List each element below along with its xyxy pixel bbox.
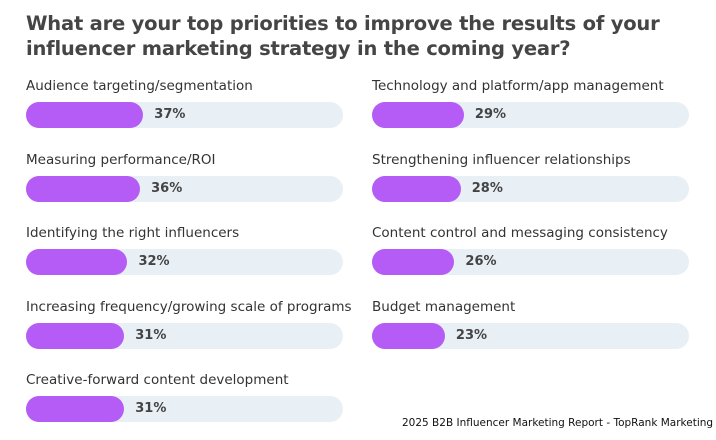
data-label: 36% (151, 180, 183, 196)
bar-track: 31% (26, 396, 343, 422)
bar-track: 31% (26, 322, 343, 349)
bar-track: 23% (372, 322, 689, 349)
bar-item: Increasing frequency/growing scale of pr… (26, 299, 352, 359)
data-label: 23% (455, 327, 488, 343)
bar-item: Audience targeting/segmentation 37% (26, 78, 343, 138)
bar (26, 249, 128, 275)
bar-item: Creative-forward content development 31% (26, 372, 343, 432)
bar (26, 322, 125, 349)
bar (26, 102, 144, 128)
bar-track: 29% (372, 102, 689, 128)
bar-item: Budget management 23% (372, 299, 689, 359)
bar (26, 396, 125, 422)
bar-track: 32% (26, 249, 343, 275)
bar-track: 36% (26, 175, 343, 202)
data-label: 31% (135, 327, 167, 343)
category-label: Budget management (372, 298, 516, 315)
bar-item: Content control and messaging consistenc… (372, 225, 689, 285)
data-label: 26% (465, 254, 497, 269)
bar-track: 28% (372, 175, 689, 202)
bar (372, 102, 464, 128)
category-label: Increasing frequency/growing scale of pr… (26, 298, 352, 315)
bar-track: 26% (372, 249, 689, 275)
category-label: Creative-forward content development (26, 372, 289, 388)
bar-item: Strengthening influencer relationships 2… (372, 152, 689, 212)
bar-item: Measuring performance/ROI 36% (26, 152, 343, 212)
source-caption: 2025 B2B Influencer Marketing Report - T… (402, 417, 714, 429)
bar (372, 175, 461, 202)
data-label: 28% (471, 180, 503, 196)
bar (26, 175, 141, 202)
data-label: 37% (154, 107, 186, 122)
data-label: 29% (474, 107, 507, 122)
bar-track: 37% (26, 102, 343, 128)
category-label: Strengthening influencer relationships (372, 151, 631, 168)
bar (372, 322, 445, 349)
data-label: 32% (138, 254, 170, 269)
chart-title: What are your top priorities to improve … (26, 12, 660, 60)
bar-item: Technology and platform/app management 2… (372, 78, 689, 138)
data-label: 31% (135, 401, 167, 416)
category-label: Measuring performance/ROI (26, 151, 216, 168)
category-label: Audience targeting/segmentation (26, 78, 253, 94)
bar (372, 249, 455, 275)
category-label: Identifying the right influencers (26, 225, 240, 241)
category-label: Content control and messaging consistenc… (372, 225, 668, 241)
category-label: Technology and platform/app management (372, 78, 664, 94)
bar-item: Identifying the right influencers 32% (26, 225, 343, 285)
